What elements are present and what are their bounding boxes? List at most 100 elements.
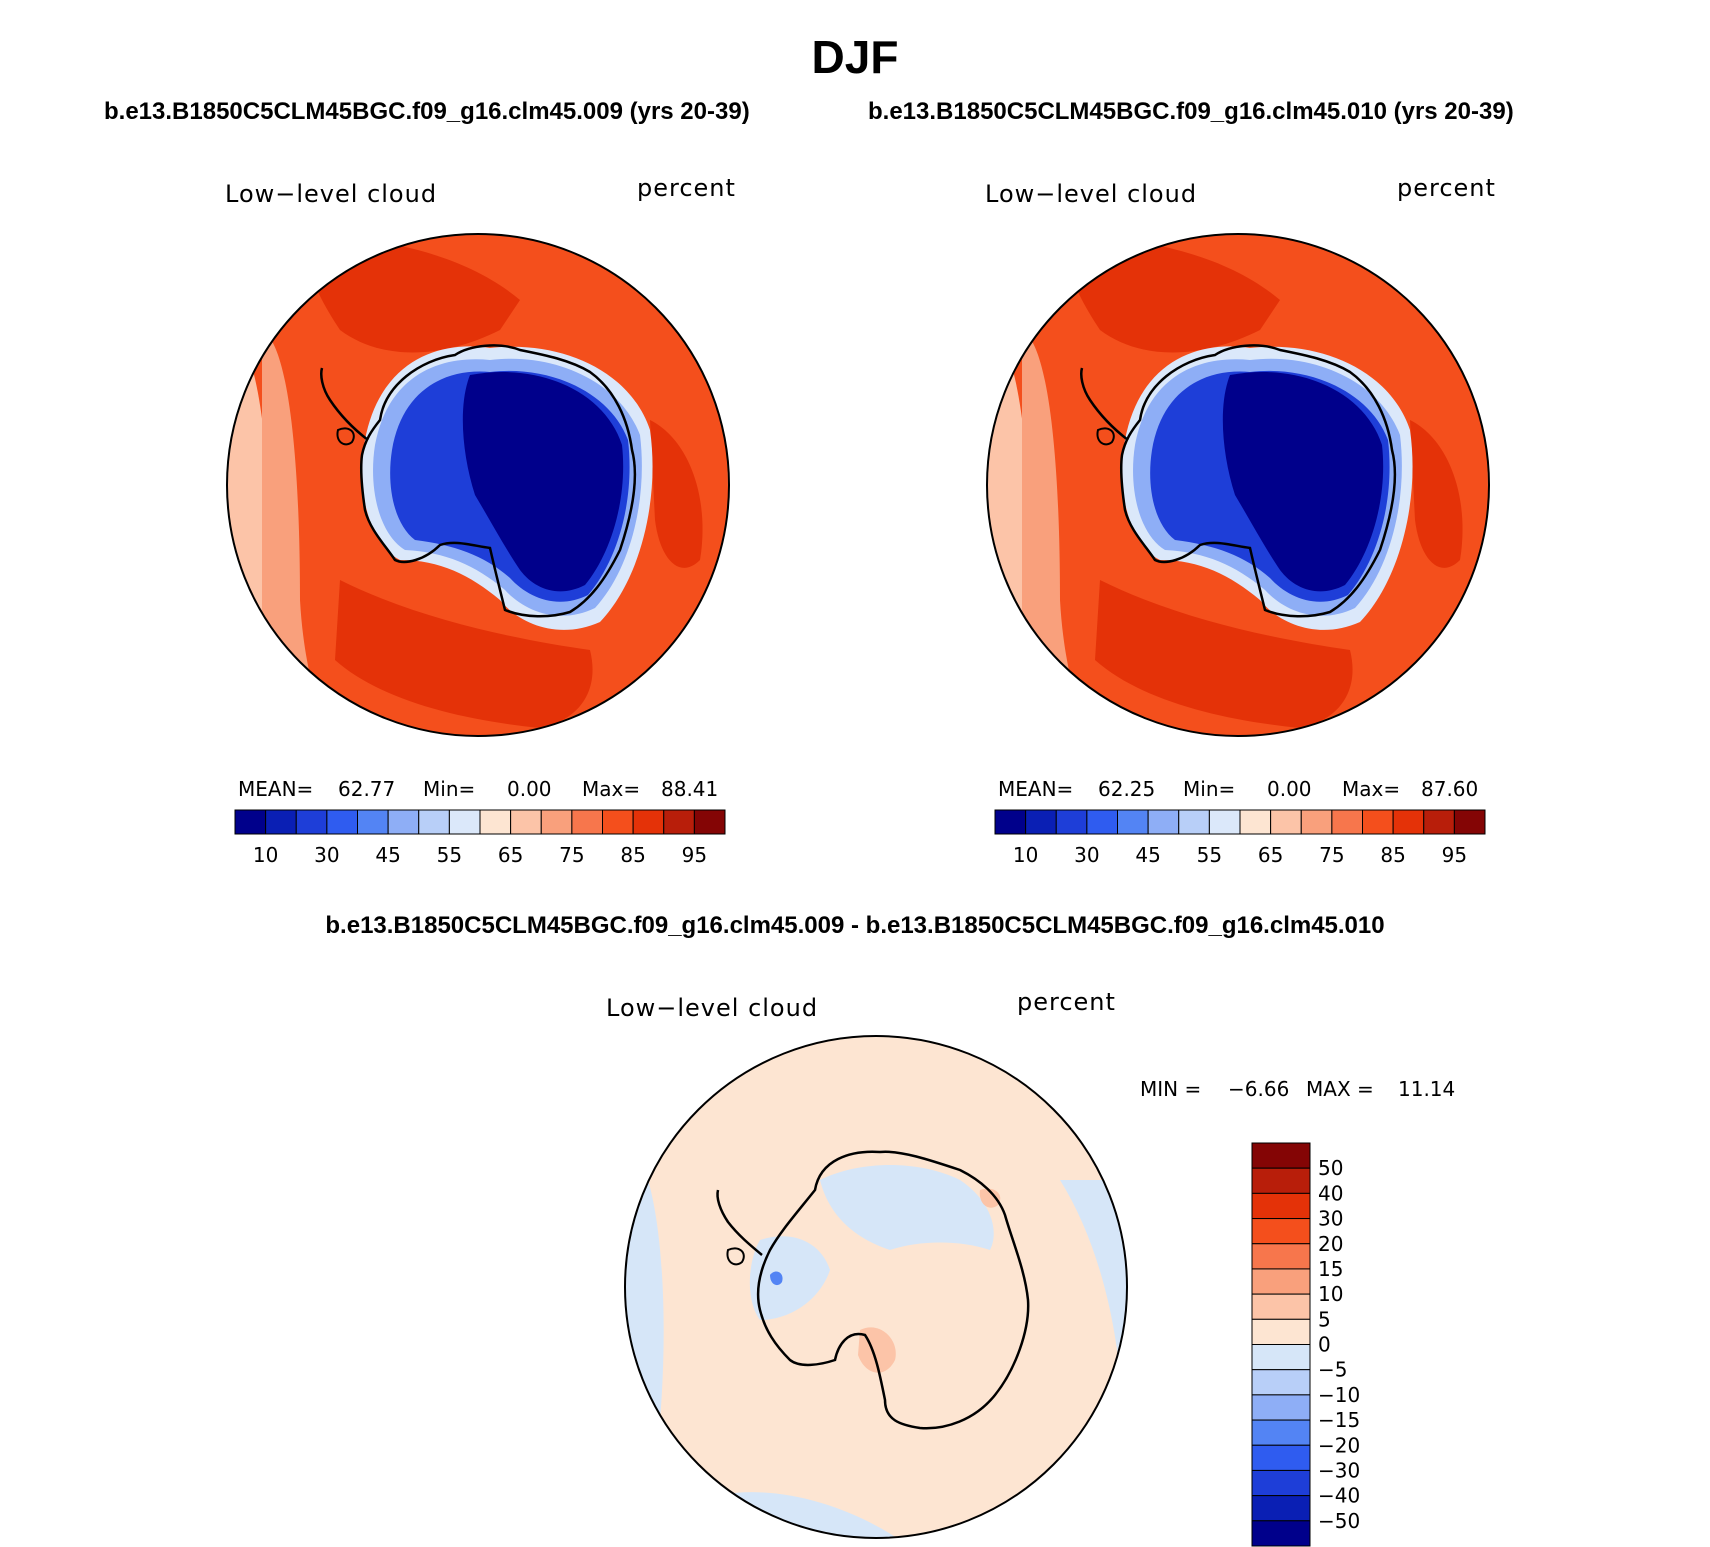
panel1-colorbar-swatch	[295, 809, 328, 835]
panel2-units-label: percent	[1397, 174, 1496, 202]
diff-colorbar-swatch	[1251, 1344, 1311, 1371]
panel1-max-label: Max=	[582, 777, 641, 801]
panel1-colorbar-tick-label: 10	[253, 843, 278, 867]
panel2-colorbar-swatch	[1423, 809, 1455, 835]
panel2-min-label: Min=	[1183, 777, 1236, 801]
panel2-min-value: 0.00	[1267, 777, 1312, 801]
diff-colorbar-swatch	[1251, 1218, 1311, 1245]
panel2-colorbar-swatch	[1055, 809, 1088, 835]
panel1-colorbar-swatch	[234, 809, 267, 835]
diff-colorbar-swatch	[1251, 1142, 1311, 1169]
panel2-max-label: Max=	[1342, 777, 1401, 801]
diff-colorbar-tick-label: 0	[1318, 1333, 1331, 1357]
panel2-colorbar-tick-label: 85	[1380, 843, 1405, 867]
panel1-colorbar-swatch	[357, 809, 389, 835]
panel2-colorbar-swatch	[1147, 809, 1180, 835]
panel1-colorbar-swatch	[693, 809, 726, 835]
panel1-units-label: percent	[637, 174, 736, 202]
diff-colorbar-swatch	[1251, 1293, 1311, 1320]
diff-colorbar-tick-label: −15	[1318, 1408, 1360, 1432]
panel2-colorbar-tick-label: 45	[1135, 843, 1160, 867]
diff-min-label: MIN =	[1140, 1077, 1202, 1101]
panel1-colorbar-tick-label: 55	[437, 843, 462, 867]
difference-map	[624, 1035, 1128, 1539]
panel1-colorbar-tick-label: 85	[620, 843, 645, 867]
panel1-colorbar-tick-label: 30	[314, 843, 339, 867]
diff-colorbar-tick-label: −40	[1318, 1484, 1360, 1508]
panel1-colorbar-swatch	[510, 809, 542, 835]
diff-colorbar-swatch	[1251, 1495, 1311, 1522]
panel2-colorbar-tick-label: 10	[1013, 843, 1038, 867]
diff-colorbar-tick-label: 5	[1318, 1307, 1331, 1331]
panel2-colorbar-swatch	[1392, 809, 1425, 835]
panel1-variable-label: Low−level cloud	[225, 180, 438, 208]
panel2-mean-value: 62.25	[1098, 777, 1156, 801]
panel1-max-value: 88.41	[661, 777, 719, 801]
panel1-colorbar: 10 30 45 55 65 75 85 95	[234, 809, 726, 867]
panel2-colorbar-swatch	[1208, 809, 1241, 835]
panel2-colorbar-tick-label: 75	[1319, 843, 1344, 867]
diff-colorbar-swatch	[1251, 1243, 1311, 1270]
panel1-colorbar-swatch	[265, 809, 297, 835]
panel1-colorbar-swatch	[663, 809, 695, 835]
panel2-colorbar-swatch	[994, 809, 1027, 835]
diff-max-value: 11.14	[1398, 1077, 1456, 1101]
panel2-colorbar-tick-label: 65	[1258, 843, 1283, 867]
diff-colorbar-swatch	[1251, 1268, 1311, 1295]
diff-colorbar-tick-label: −5	[1318, 1358, 1347, 1382]
diff-colorbar-swatch	[1251, 1192, 1311, 1220]
panel1-colorbar-swatch	[326, 809, 358, 835]
diff-colorbar-swatch	[1251, 1469, 1311, 1497]
panel1-colorbar-tick-label: 45	[375, 843, 400, 867]
panel2-mean-label: MEAN=	[998, 777, 1074, 801]
panel2-colorbar-swatch	[1117, 809, 1149, 835]
panel1-mean-value: 62.77	[338, 777, 396, 801]
panel2-max-value: 87.60	[1421, 777, 1479, 801]
panel2-colorbar: 10 30 45 55 65 75 85 95	[994, 809, 1486, 867]
panel2-colorbar-swatch	[1178, 809, 1210, 835]
panel2-colorbar-tick-label: 55	[1197, 843, 1222, 867]
panel1-min-label: Min=	[423, 777, 476, 801]
panel2-map	[986, 233, 1490, 737]
panel1-colorbar-tick-label: 75	[559, 843, 584, 867]
panel1-min-value: 0.00	[507, 777, 552, 801]
diff-colorbar-swatch	[1251, 1419, 1311, 1446]
diff-units-label: percent	[1017, 988, 1116, 1016]
diff-colorbar-tick-label: −30	[1318, 1458, 1360, 1482]
diff-colorbar-swatch	[1251, 1394, 1311, 1421]
diff-colorbar-tick-label: 20	[1318, 1232, 1343, 1256]
panel1-mean-label: MEAN=	[238, 777, 314, 801]
panel1-colorbar-swatch	[540, 809, 573, 835]
panel1-colorbar-swatch	[387, 809, 420, 835]
diff-colorbar-tick-label: −10	[1318, 1383, 1360, 1407]
panel2-colorbar-swatch	[1025, 809, 1057, 835]
diff-min-value: −6.66	[1228, 1077, 1290, 1101]
case-title-1: b.e13.B1850C5CLM45BGC.f09_g16.clm45.009 …	[104, 98, 750, 125]
panel2-colorbar-swatch	[1362, 809, 1394, 835]
diff-colorbar-tick-label: 30	[1318, 1207, 1343, 1231]
panel1-map	[226, 233, 730, 737]
panel2-colorbar-swatch	[1453, 809, 1486, 835]
panel2-colorbar-tick-label: 95	[1442, 843, 1467, 867]
diff-colorbar-swatch	[1251, 1369, 1311, 1396]
diff-colorbar-swatch	[1251, 1520, 1311, 1547]
panel1-colorbar-tick-label: 65	[498, 843, 523, 867]
panel2-colorbar-swatch	[1239, 809, 1272, 835]
diff-colorbar-tick-label: −20	[1318, 1433, 1360, 1457]
diff-colorbar-swatch	[1251, 1444, 1311, 1471]
diff-colorbar-tick-label: 50	[1318, 1156, 1343, 1180]
panel1-colorbar-swatch	[479, 809, 512, 835]
panel1-colorbar-swatch	[448, 809, 481, 835]
diff-colorbar-tick-label: −50	[1318, 1509, 1360, 1533]
diff-colorbar-tick-label: 40	[1318, 1181, 1343, 1205]
diff-variable-label: Low−level cloud	[606, 994, 819, 1022]
diff-colorbar-tick-label: 10	[1318, 1282, 1343, 1306]
panel1-colorbar-swatch	[571, 809, 603, 835]
diff-colorbar-swatch	[1251, 1318, 1311, 1345]
panel2-colorbar-swatch	[1086, 809, 1118, 835]
panel2-variable-label: Low−level cloud	[985, 180, 1198, 208]
panel1-colorbar-tick-label: 95	[682, 843, 707, 867]
panel1-colorbar-swatch	[602, 809, 634, 835]
